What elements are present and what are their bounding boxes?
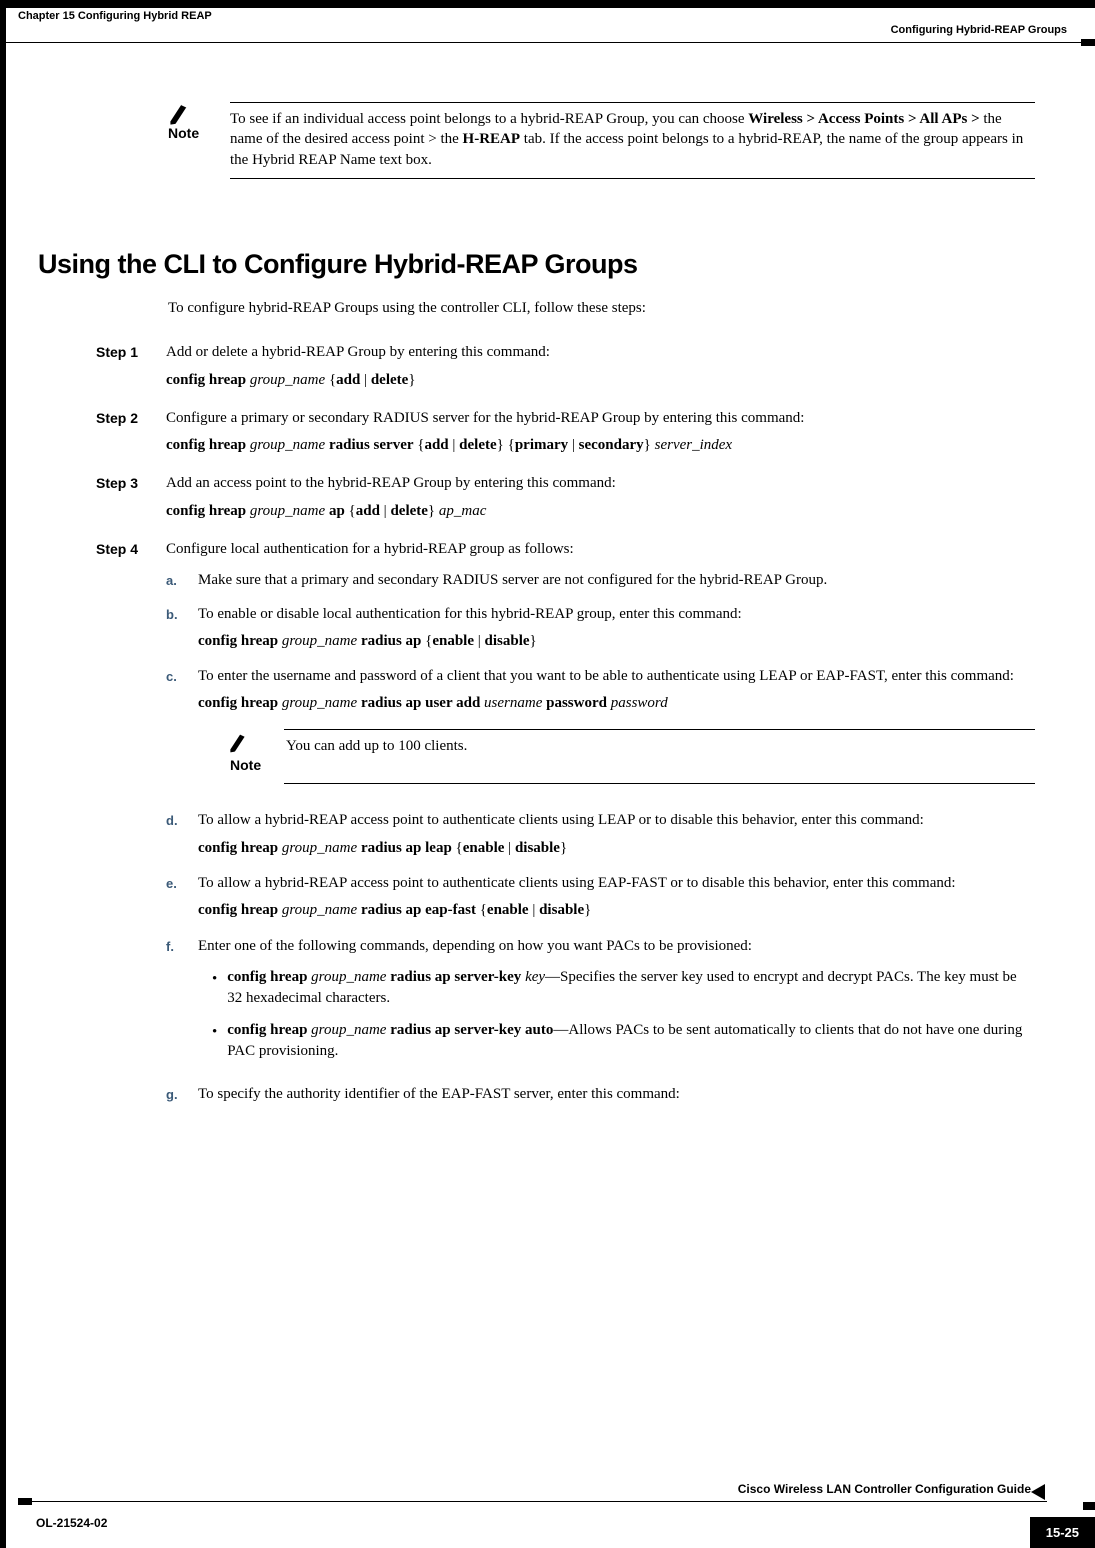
substeps: a. Make sure that a primary and secondar… — [166, 570, 1035, 1105]
sub-text: Make sure that a primary and secondary R… — [198, 570, 1035, 591]
footer-ol: OL-21524-02 — [36, 1516, 107, 1530]
sub-body: To allow a hybrid-REAP access point to a… — [198, 810, 1035, 861]
left-margin-bar — [0, 0, 6, 1548]
sub-body: To enable or disable local authenticatio… — [198, 604, 1035, 655]
sub-command: config hreap group_name radius ap eap-fa… — [198, 900, 1035, 921]
header-section: Configuring Hybrid-REAP Groups — [891, 24, 1067, 36]
pencil-icon — [164, 100, 195, 126]
step-text: Add an access point to the hybrid-REAP G… — [166, 473, 1035, 495]
bullet-list: • config hreap group_name radius ap serv… — [212, 967, 1035, 1062]
step-text: Add or delete a hybrid-REAP Group by ent… — [166, 342, 1035, 364]
intro-text: To configure hybrid-REAP Groups using th… — [168, 298, 1035, 318]
sub-label: d. — [166, 810, 184, 861]
step-command: config hreap group_name radius server {a… — [166, 435, 1035, 457]
sub-text: To specify the authority identifier of t… — [198, 1084, 1035, 1105]
step-2: Step 2 Configure a primary or secondary … — [168, 408, 1035, 460]
bullet-dot: • — [212, 1020, 217, 1063]
sub-label: g. — [166, 1084, 184, 1105]
step-label: Step 3 — [96, 473, 150, 525]
step-command: config hreap group_name ap {add | delete… — [166, 501, 1035, 523]
substep-d: d. To allow a hybrid-REAP access point t… — [166, 810, 1035, 861]
header-rule — [0, 42, 1095, 43]
sub-command: config hreap group_name radius ap user a… — [198, 693, 1035, 714]
bullet-item: • config hreap group_name radius ap serv… — [212, 1020, 1035, 1063]
step-1: Step 1 Add or delete a hybrid-REAP Group… — [168, 342, 1035, 394]
sub-note-rule — [284, 729, 1035, 730]
sub-note: Note You can add up to 100 clients. — [230, 729, 1035, 785]
sub-note-label: Note — [230, 736, 270, 776]
footer-triangle-icon — [1031, 1484, 1045, 1500]
section-heading: Using the CLI to Configure Hybrid-REAP G… — [38, 249, 1035, 280]
sub-note-text: You can add up to 100 clients. — [286, 736, 1035, 756]
sub-text: To enter the username and password of a … — [198, 666, 1035, 687]
sub-text: To enable or disable local authenticatio… — [198, 604, 1035, 625]
step-text: Configure local authentication for a hyb… — [166, 539, 1035, 561]
step-label: Step 1 — [96, 342, 150, 394]
sub-body: To enter the username and password of a … — [198, 666, 1035, 798]
step-label: Step 2 — [96, 408, 150, 460]
sub-label: b. — [166, 604, 184, 655]
sub-text: Enter one of the following commands, dep… — [198, 936, 1035, 957]
sub-label: a. — [166, 570, 184, 591]
sub-command: config hreap group_name radius ap leap {… — [198, 838, 1035, 859]
substep-c: c. To enter the username and password of… — [166, 666, 1035, 798]
step-label: Step 4 — [96, 539, 150, 1118]
main-content: Note To see if an individual access poin… — [168, 60, 1035, 1131]
page-number: 15-25 — [1030, 1517, 1095, 1548]
footer-tick — [1083, 1502, 1095, 1510]
sub-note-rule-bot — [284, 783, 1035, 784]
page-header: Chapter 15 Configuring Hybrid REAP Confi… — [0, 0, 1095, 42]
sub-text: To allow a hybrid-REAP access point to a… — [198, 873, 1035, 894]
step-body: Add an access point to the hybrid-REAP G… — [166, 473, 1035, 525]
step-body: Configure local authentication for a hyb… — [166, 539, 1035, 1118]
sub-label: e. — [166, 873, 184, 924]
substep-a: a. Make sure that a primary and secondar… — [166, 570, 1035, 591]
note-text: To see if an individual access point bel… — [230, 109, 1035, 170]
substep-b: b. To enable or disable local authentica… — [166, 604, 1035, 655]
substep-f: f. Enter one of the following commands, … — [166, 936, 1035, 1072]
sub-label: f. — [166, 936, 184, 1072]
note-label-text: Note — [168, 125, 214, 141]
header-chapter: Chapter 15 Configuring Hybrid REAP — [18, 10, 212, 22]
bullet-item: • config hreap group_name radius ap serv… — [212, 967, 1035, 1010]
sub-text: To allow a hybrid-REAP access point to a… — [198, 810, 1035, 831]
note-bot-rule — [230, 178, 1035, 179]
step-body: Add or delete a hybrid-REAP Group by ent… — [166, 342, 1035, 394]
sub-body: Enter one of the following commands, dep… — [198, 936, 1035, 1072]
sub-label: c. — [166, 666, 184, 798]
sub-command: config hreap group_name radius ap {enabl… — [198, 631, 1035, 652]
step-command: config hreap group_name {add | delete} — [166, 370, 1035, 392]
substep-e: e. To allow a hybrid-REAP access point t… — [166, 873, 1035, 924]
bullet-dot: • — [212, 967, 217, 1010]
note-block: Note To see if an individual access poin… — [168, 102, 1035, 179]
step-text: Configure a primary or secondary RADIUS … — [166, 408, 1035, 430]
step-body: Configure a primary or secondary RADIUS … — [166, 408, 1035, 460]
substep-g: g. To specify the authority identifier o… — [166, 1084, 1035, 1105]
note-label: Note — [168, 109, 214, 141]
bullet-body: config hreap group_name radius ap server… — [227, 1020, 1035, 1063]
sub-note-label-text: Note — [230, 756, 270, 776]
step-3: Step 3 Add an access point to the hybrid… — [168, 473, 1035, 525]
step-4: Step 4 Configure local authentication fo… — [168, 539, 1035, 1118]
bullet-body: config hreap group_name radius ap server… — [227, 967, 1035, 1010]
footer-rule — [18, 1501, 1047, 1502]
note-top-rule — [230, 102, 1035, 103]
sub-body: To allow a hybrid-REAP access point to a… — [198, 873, 1035, 924]
pencil-icon — [224, 730, 252, 753]
footer-guide: Cisco Wireless LAN Controller Configurat… — [738, 1482, 1031, 1496]
steps-list: Step 1 Add or delete a hybrid-REAP Group… — [168, 342, 1035, 1117]
